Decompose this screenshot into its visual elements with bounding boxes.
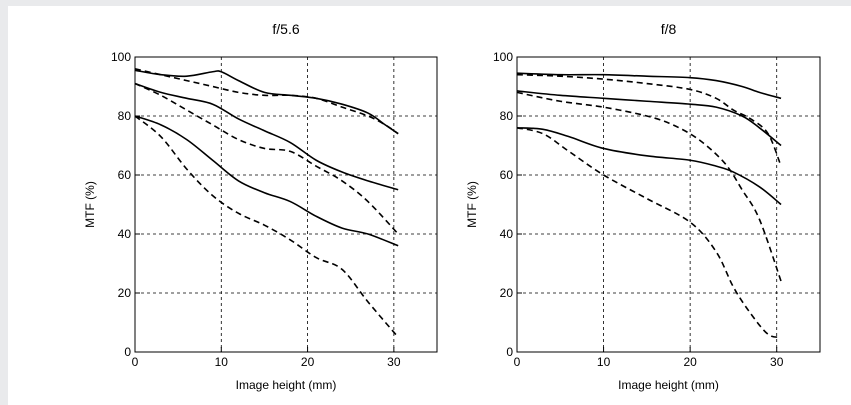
x-tick-label: 30 bbox=[387, 355, 401, 369]
y-tick-label: 60 bbox=[118, 168, 132, 182]
chart-panel-2: f/8 0 10 20 30 0 20 40 60 80 100 Image height (mm) M… bbox=[465, 21, 821, 392]
plot-frame bbox=[516, 56, 821, 353]
y-tick-label: 100 bbox=[111, 50, 131, 64]
plot-frame bbox=[134, 56, 438, 353]
mtf-curve-1-solid bbox=[516, 72, 782, 100]
y-tick-label: 0 bbox=[124, 345, 131, 359]
x-tick-label: 20 bbox=[683, 355, 697, 369]
y-tick-label: 20 bbox=[500, 286, 514, 300]
mtf-curve-1-solid bbox=[134, 69, 399, 135]
chart-figure: f/5.6 0 10 20 30 0 20 40 60 80 100 Image height (mm… bbox=[8, 6, 851, 405]
x-tick-label: 10 bbox=[215, 355, 229, 369]
x-axis-label: Image height (mm) bbox=[236, 378, 337, 392]
chart-panel-1: f/5.6 0 10 20 30 0 20 40 60 80 100 Image height (mm… bbox=[83, 21, 438, 392]
mtf-curve-6-dashed bbox=[134, 115, 399, 338]
x-tick-label: 30 bbox=[770, 355, 784, 369]
x-axis-label: Image height (mm) bbox=[618, 378, 719, 392]
x-tick-label: 0 bbox=[132, 355, 139, 369]
y-axis-label: MTF (%) bbox=[465, 181, 479, 228]
y-axis-label: MTF (%) bbox=[83, 181, 97, 228]
y-tick-label: 40 bbox=[500, 227, 514, 241]
y-tick-label: 80 bbox=[500, 109, 514, 123]
y-tick-label: 40 bbox=[118, 227, 132, 241]
x-tick-label: 10 bbox=[597, 355, 611, 369]
y-tick-label: 60 bbox=[500, 168, 514, 182]
mtf-curve-2-dashed bbox=[516, 73, 782, 167]
chart-title: f/8 bbox=[661, 21, 677, 37]
mtf-curve-3-solid bbox=[516, 90, 782, 147]
y-tick-label: 20 bbox=[118, 286, 132, 300]
y-tick-label: 80 bbox=[118, 109, 132, 123]
y-tick-label: 0 bbox=[506, 345, 513, 359]
mtf-curve-4-dashed bbox=[516, 91, 782, 282]
chart-title: f/5.6 bbox=[272, 21, 299, 37]
x-tick-label: 20 bbox=[301, 355, 315, 369]
mtf-curve-5-solid bbox=[516, 127, 782, 206]
y-tick-label: 100 bbox=[493, 50, 513, 64]
mtf-curve-4-dashed bbox=[134, 82, 399, 235]
mtf-curve-5-solid bbox=[134, 115, 399, 247]
mtf-curve-2-dashed bbox=[134, 68, 399, 135]
mtf-curve-3-solid bbox=[134, 82, 399, 191]
x-tick-label: 0 bbox=[514, 355, 521, 369]
